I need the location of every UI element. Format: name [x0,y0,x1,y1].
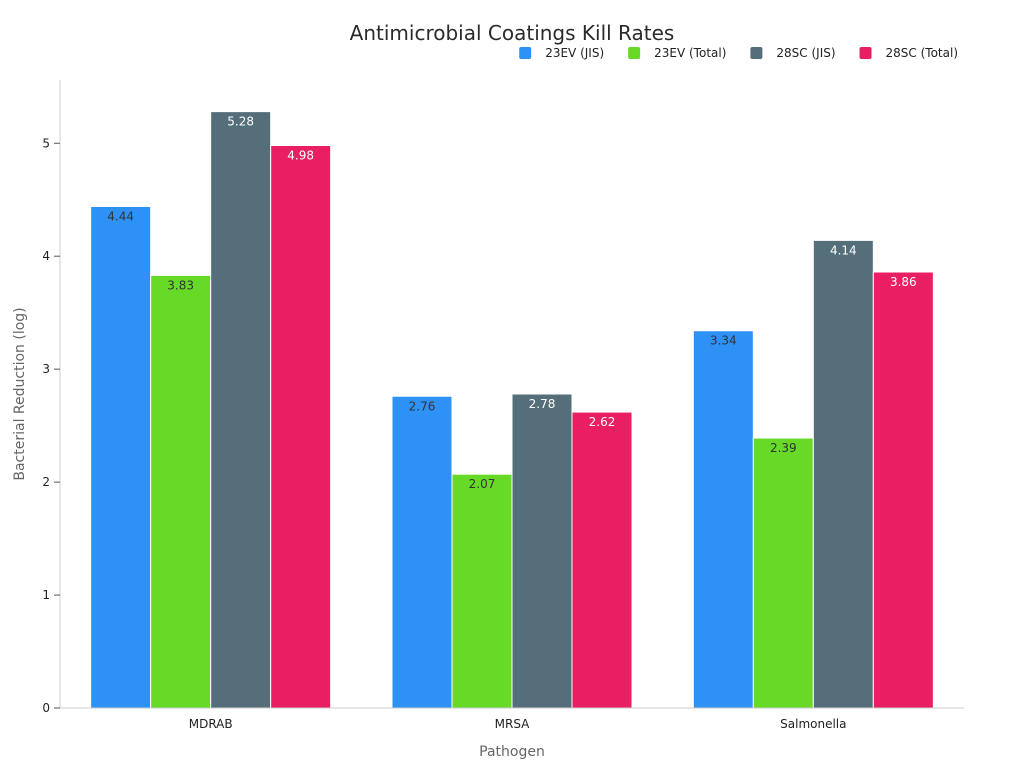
legend-label: 23EV (JIS) [545,46,604,60]
bar-28sc-jis-mdrab[interactable] [210,111,272,709]
legend-item-23ev-total[interactable]: 23EV (Total) [628,46,726,60]
legend-swatch [859,47,872,59]
data-label-28sc-total-mrsa: 2.62 [589,415,616,429]
data-label-28sc-total-salmonella: 3.86 [890,275,917,289]
bar-28sc-jis-mrsa[interactable] [511,393,573,709]
x-tick-label-salmonella: Salmonella [780,717,846,731]
legend-label: 28SC (Total) [886,46,958,60]
data-label-28sc-total-mdrab: 4.98 [287,149,314,163]
legend-item-28sc-total[interactable]: 28SC (Total) [859,46,958,60]
legend-swatch [519,47,532,59]
bar-28sc-total-mrsa[interactable] [571,411,633,709]
bar-23ev-jis-mdrab[interactable] [90,206,152,709]
legend-swatch [750,47,763,59]
y-axis-title: Bacterial Reduction (log) [12,307,28,480]
data-label-23ev-total-salmonella: 2.39 [770,441,797,455]
bar-23ev-jis-mrsa[interactable] [391,395,453,709]
legend: 23EV (JIS) 23EV (Total) 28SC (JIS) 28SC (To… [519,46,958,60]
legend-label: 28SC (JIS) [776,46,835,60]
y-tick-label: 2 [42,475,50,489]
y-tick-label: 1 [42,588,50,602]
data-label-28sc-jis-mrsa: 2.78 [529,397,556,411]
data-label-23ev-total-mrsa: 2.07 [469,477,496,491]
data-label-28sc-jis-salmonella: 4.14 [830,243,857,257]
y-tick-label: 4 [42,249,50,263]
data-label-23ev-jis-mrsa: 2.76 [409,399,436,413]
bar-23ev-jis-salmonella[interactable] [692,330,754,709]
bar-28sc-total-mdrab[interactable] [270,145,332,709]
bar-28sc-total-salmonella[interactable] [872,271,934,709]
data-label-23ev-total-mdrab: 3.83 [167,278,194,292]
legend-item-23ev-jis[interactable]: 23EV (JIS) [519,46,604,60]
legend-item-28sc-jis[interactable]: 28SC (JIS) [750,46,836,60]
y-tick-label: 3 [42,362,50,376]
bar-23ev-total-mdrab[interactable] [150,274,212,709]
x-axis-title: Pathogen [479,744,545,760]
bar-23ev-total-salmonella[interactable] [752,437,814,709]
bar-28sc-jis-salmonella[interactable] [812,239,874,709]
data-label-28sc-jis-mdrab: 5.28 [227,115,254,129]
legend-label: 23EV (Total) [654,46,726,60]
data-label-23ev-jis-salmonella: 3.34 [710,334,737,348]
x-axis: MDRAB MRSA Salmonella [60,707,964,731]
data-label-23ev-jis-mdrab: 4.44 [107,210,134,224]
y-tick-label: 5 [42,136,50,150]
legend-swatch [628,47,641,59]
bar-23ev-total-mrsa[interactable] [451,473,513,709]
y-tick-label: 0 [42,701,50,715]
plot-area: 4.44 3.83 5.28 4.98 2.76 2.07 2.78 2.62 3.34 2.39… [90,111,934,709]
x-tick-label-mdrab: MDRAB [189,717,233,731]
y-axis: 0 1 2 3 4 5 [42,80,61,715]
x-tick-label-mrsa: MRSA [495,717,531,731]
chart-title: Antimicrobial Coatings Kill Rates [350,21,675,45]
